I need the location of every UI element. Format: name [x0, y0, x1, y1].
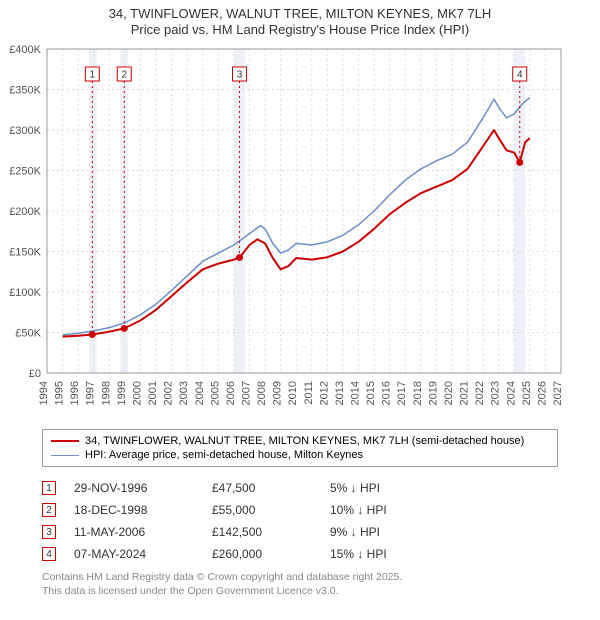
svg-text:1: 1	[90, 70, 96, 81]
svg-text:2019: 2019	[427, 381, 439, 405]
svg-text:2006: 2006	[225, 381, 237, 405]
transactions-table: 1 29-NOV-1996 £47,500 5% ↓ HPI 2 18-DEC-1998 £…	[42, 477, 600, 565]
svg-text:2026: 2026	[536, 381, 548, 405]
svg-text:1998: 1998	[100, 381, 112, 405]
svg-text:1999: 1999	[116, 381, 128, 405]
transaction-delta: 15% ↓ HPI	[330, 547, 450, 561]
svg-text:2017: 2017	[396, 381, 408, 405]
title-block: 34, TWINFLOWER, WALNUT TREE, MILTON KEYN…	[0, 0, 600, 41]
chart-svg: £0 £50K £100K £150K £200K £250K £300K £350K £400…	[0, 41, 570, 421]
svg-text:4: 4	[517, 70, 523, 81]
svg-text:2007: 2007	[240, 381, 252, 405]
svg-text:2014: 2014	[350, 381, 362, 405]
legend-swatch	[51, 455, 79, 456]
title-line-2: Price paid vs. HM Land Registry's House …	[10, 22, 590, 38]
svg-text:£50K: £50K	[15, 328, 41, 340]
svg-text:2027: 2027	[552, 381, 564, 405]
svg-text:£350K: £350K	[9, 85, 41, 97]
transaction-price: £47,500	[212, 481, 312, 495]
svg-text:£200K: £200K	[9, 206, 41, 218]
svg-text:2018: 2018	[412, 381, 424, 405]
footer-line-2: This data is licensed under the Open Gov…	[42, 585, 600, 599]
transaction-price: £55,000	[212, 503, 312, 517]
svg-text:£100K: £100K	[9, 287, 41, 299]
footer-line-1: Contains HM Land Registry data © Crown c…	[42, 571, 600, 585]
svg-text:2002: 2002	[163, 381, 175, 405]
transaction-row: 1 29-NOV-1996 £47,500 5% ↓ HPI	[42, 477, 600, 499]
transaction-marker: 2	[42, 503, 56, 517]
svg-text:2: 2	[121, 70, 127, 81]
svg-text:2000: 2000	[131, 381, 143, 405]
svg-text:2003: 2003	[178, 381, 190, 405]
transaction-delta: 10% ↓ HPI	[330, 503, 450, 517]
transaction-row: 2 18-DEC-1998 £55,000 10% ↓ HPI	[42, 499, 600, 521]
svg-text:1997: 1997	[85, 381, 97, 405]
transaction-date: 11-MAY-2006	[74, 525, 194, 539]
svg-text:2020: 2020	[443, 381, 455, 405]
legend-label: 34, TWINFLOWER, WALNUT TREE, MILTON KEYN…	[85, 435, 524, 447]
svg-text:£400K: £400K	[9, 44, 41, 56]
svg-text:2011: 2011	[303, 381, 315, 405]
transaction-price: £260,000	[212, 547, 312, 561]
svg-text:1995: 1995	[54, 381, 66, 405]
svg-text:2023: 2023	[490, 381, 502, 405]
legend-row: 34, TWINFLOWER, WALNUT TREE, MILTON KEYN…	[51, 434, 549, 448]
transaction-marker: 4	[42, 547, 56, 561]
svg-text:£300K: £300K	[9, 125, 41, 137]
title-line-1: 34, TWINFLOWER, WALNUT TREE, MILTON KEYN…	[10, 6, 590, 22]
chart-area: £0 £50K £100K £150K £200K £250K £300K £350K £400…	[0, 41, 570, 421]
svg-text:2008: 2008	[256, 381, 268, 405]
transaction-date: 29-NOV-1996	[74, 481, 194, 495]
svg-text:2021: 2021	[459, 381, 471, 405]
transaction-delta: 9% ↓ HPI	[330, 525, 450, 539]
transaction-row: 4 07-MAY-2024 £260,000 15% ↓ HPI	[42, 543, 600, 565]
chart-container: 34, TWINFLOWER, WALNUT TREE, MILTON KEYN…	[0, 0, 600, 620]
svg-text:2013: 2013	[334, 381, 346, 405]
transaction-delta: 5% ↓ HPI	[330, 481, 450, 495]
svg-text:2004: 2004	[194, 381, 206, 405]
transaction-marker: 3	[42, 525, 56, 539]
transaction-date: 07-MAY-2024	[74, 547, 194, 561]
svg-text:3: 3	[237, 70, 243, 81]
transaction-price: £142,500	[212, 525, 312, 539]
svg-text:2022: 2022	[474, 381, 486, 405]
footer-attribution: Contains HM Land Registry data © Crown c…	[42, 571, 600, 598]
svg-text:£150K: £150K	[9, 247, 41, 259]
svg-text:£0: £0	[29, 368, 41, 380]
transaction-marker: 1	[42, 481, 56, 495]
svg-text:2012: 2012	[318, 381, 330, 405]
svg-text:2005: 2005	[209, 381, 221, 405]
legend-row: HPI: Average price, semi-detached house,…	[51, 448, 549, 462]
svg-text:1996: 1996	[69, 381, 81, 405]
legend-swatch	[51, 440, 79, 442]
svg-text:£250K: £250K	[9, 166, 41, 178]
svg-text:2001: 2001	[147, 381, 159, 405]
svg-text:2025: 2025	[521, 381, 533, 405]
svg-text:1994: 1994	[38, 381, 50, 405]
transaction-row: 3 11-MAY-2006 £142,500 9% ↓ HPI	[42, 521, 600, 543]
legend-box: 34, TWINFLOWER, WALNUT TREE, MILTON KEYN…	[42, 429, 558, 467]
transaction-date: 18-DEC-1998	[74, 503, 194, 517]
svg-text:2016: 2016	[381, 381, 393, 405]
svg-text:2010: 2010	[287, 381, 299, 405]
svg-text:2024: 2024	[505, 381, 517, 405]
svg-text:2009: 2009	[272, 381, 284, 405]
svg-text:2015: 2015	[365, 381, 377, 405]
legend-label: HPI: Average price, semi-detached house,…	[85, 449, 363, 461]
